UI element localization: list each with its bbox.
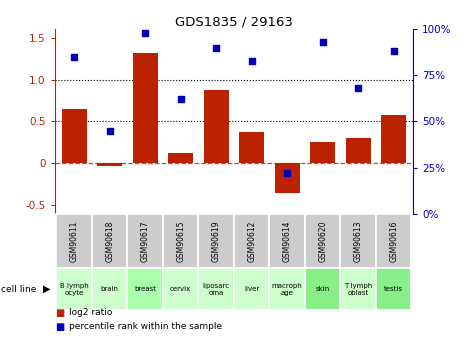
Bar xyxy=(204,90,228,164)
Bar xyxy=(239,131,264,164)
Bar xyxy=(133,53,158,164)
Bar xyxy=(57,268,92,310)
Bar xyxy=(163,268,199,310)
Bar xyxy=(305,268,341,310)
Point xyxy=(248,58,256,63)
Text: cell line: cell line xyxy=(1,285,36,294)
Text: cervix: cervix xyxy=(170,286,191,292)
Bar xyxy=(341,268,376,310)
Bar xyxy=(234,268,269,310)
Bar xyxy=(163,214,199,268)
Bar xyxy=(305,214,341,268)
Text: GSM90614: GSM90614 xyxy=(283,220,292,262)
Bar xyxy=(57,214,92,268)
Point xyxy=(212,45,220,50)
Bar xyxy=(275,164,300,193)
Text: liver: liver xyxy=(244,286,259,292)
Bar xyxy=(97,164,122,166)
Text: macroph
age: macroph age xyxy=(272,283,303,296)
Text: liposarc
oma: liposarc oma xyxy=(203,283,230,296)
Bar xyxy=(269,214,305,268)
Bar xyxy=(381,115,406,164)
Text: brain: brain xyxy=(101,286,119,292)
Point xyxy=(70,54,78,60)
Text: GSM90619: GSM90619 xyxy=(212,220,221,262)
Point xyxy=(142,30,149,36)
Bar xyxy=(341,214,376,268)
Bar xyxy=(376,214,411,268)
Point xyxy=(106,128,114,134)
Bar xyxy=(234,214,269,268)
Bar xyxy=(127,268,163,310)
Bar xyxy=(376,268,411,310)
Text: GSM90617: GSM90617 xyxy=(141,220,150,262)
Bar xyxy=(127,214,163,268)
Text: GSM90620: GSM90620 xyxy=(318,220,327,262)
Text: GSM90618: GSM90618 xyxy=(105,220,114,262)
Bar xyxy=(168,153,193,164)
Bar xyxy=(346,138,371,164)
Text: log2 ratio: log2 ratio xyxy=(69,308,112,317)
Text: percentile rank within the sample: percentile rank within the sample xyxy=(69,322,222,331)
Text: GSM90613: GSM90613 xyxy=(354,220,363,262)
Bar xyxy=(199,268,234,310)
Point xyxy=(390,49,398,54)
Title: GDS1835 / 29163: GDS1835 / 29163 xyxy=(175,15,293,28)
Point xyxy=(354,86,362,91)
Point xyxy=(319,39,326,45)
Point xyxy=(177,97,184,102)
Text: testis: testis xyxy=(384,286,403,292)
Bar xyxy=(310,142,335,164)
Text: GSM90612: GSM90612 xyxy=(247,220,256,262)
Text: GSM90611: GSM90611 xyxy=(70,220,79,262)
Bar xyxy=(92,268,127,310)
Text: GSM90615: GSM90615 xyxy=(176,220,185,262)
Text: B lymph
ocyte: B lymph ocyte xyxy=(60,283,88,296)
Text: ▶: ▶ xyxy=(43,284,50,294)
Text: GSM90616: GSM90616 xyxy=(389,220,398,262)
Bar xyxy=(269,268,305,310)
Bar xyxy=(199,214,234,268)
Bar xyxy=(62,109,86,164)
Text: skin: skin xyxy=(315,286,330,292)
Bar xyxy=(92,214,127,268)
Point xyxy=(284,170,291,176)
Text: T lymph
oblast: T lymph oblast xyxy=(344,283,372,296)
Text: ■: ■ xyxy=(55,322,64,332)
Text: breast: breast xyxy=(134,286,156,292)
Text: ■: ■ xyxy=(55,308,64,318)
